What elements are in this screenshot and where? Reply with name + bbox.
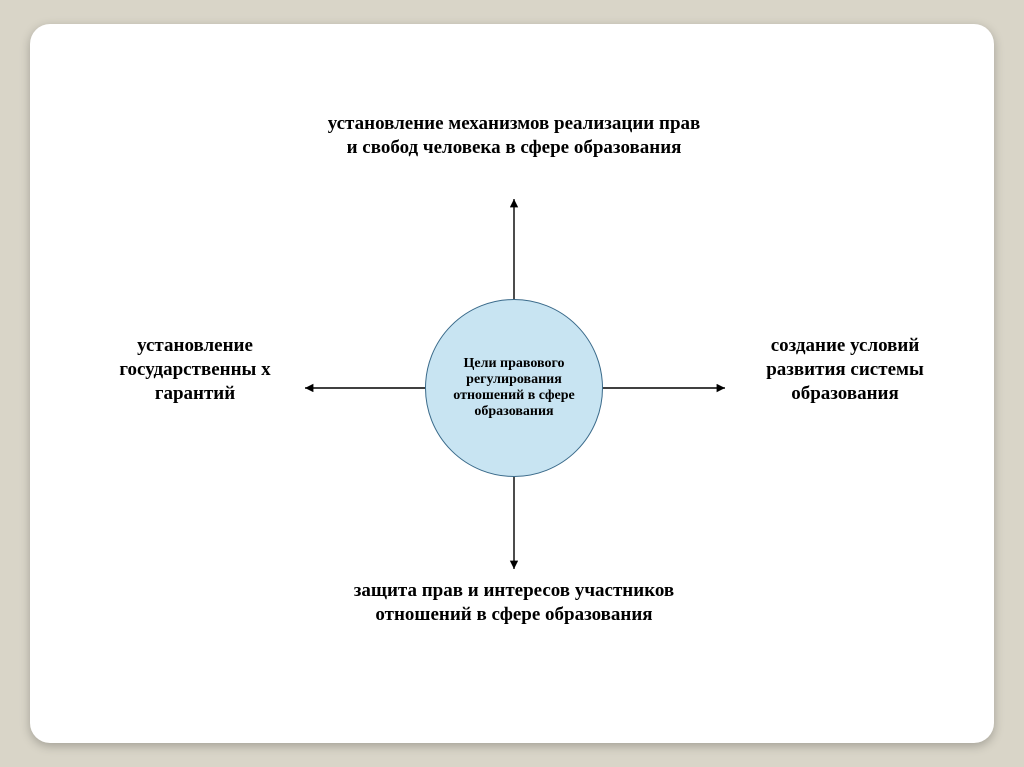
label-left: установление государственны х гарантий	[90, 334, 300, 405]
label-top-text: установление механизмов реализации прав …	[328, 113, 701, 158]
label-right-text: создание условий развития системы образо…	[766, 335, 924, 404]
diagram-stage: Цели правового регулирования отношений в…	[30, 24, 994, 743]
label-left-text: установление государственны х гарантий	[119, 335, 270, 404]
center-node-label: Цели правового регулирования отношений в…	[436, 356, 592, 420]
label-bottom: защита прав и интересов участников отнош…	[325, 579, 703, 627]
label-bottom-text: защита прав и интересов участников отнош…	[354, 580, 674, 625]
slide-card: Цели правового регулирования отношений в…	[30, 24, 994, 743]
label-right: создание условий развития системы образо…	[730, 334, 960, 405]
slide-background: Цели правового регулирования отношений в…	[0, 0, 1024, 767]
center-node: Цели правового регулирования отношений в…	[425, 299, 603, 477]
label-top: установление механизмов реализации прав …	[320, 112, 708, 160]
